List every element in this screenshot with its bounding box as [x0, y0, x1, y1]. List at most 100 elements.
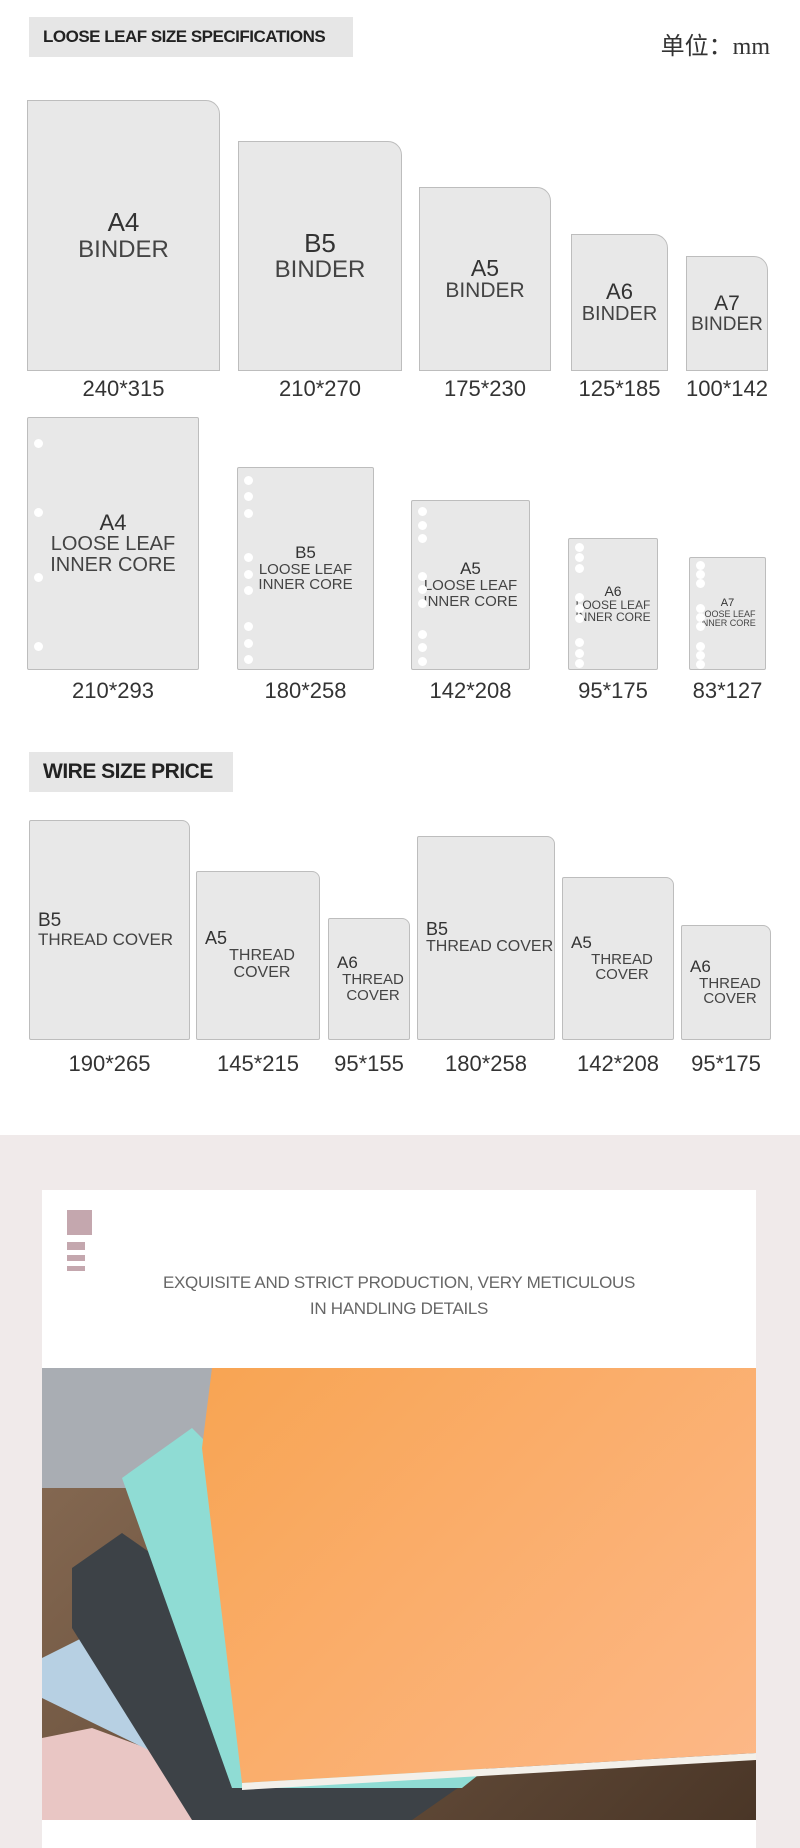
- punch-hole: [34, 573, 43, 583]
- dimension-label: 175*230: [444, 376, 526, 401]
- dimension-label: 190*265: [68, 1051, 151, 1076]
- product-name: THREAD COVER: [342, 971, 404, 1004]
- size-label: A5: [205, 928, 228, 949]
- product-name: THREAD COVER: [699, 974, 761, 1008]
- binder-card: A7 BINDER: [686, 256, 768, 371]
- punch-hole: [34, 439, 43, 449]
- punch-hole: [244, 622, 253, 632]
- punch-hole: [418, 585, 427, 595]
- dimension-label: 95*175: [691, 1051, 761, 1076]
- thread-cover-card: B5 THREAD COVER: [417, 836, 555, 1040]
- punch-hole: [696, 642, 705, 652]
- product-name: LOOSE LEAF INNER CORE: [258, 560, 353, 594]
- size-label: A4: [99, 509, 127, 535]
- punch-hole: [244, 569, 253, 579]
- tagline-line-1: EXQUISITE AND STRICT PRODUCTION, VERY ME…: [162, 1273, 636, 1292]
- dimension-label: 180*258: [264, 678, 347, 703]
- thread-cover-card: B5 THREAD COVER: [29, 820, 190, 1040]
- binder-card: A5 BINDER: [419, 187, 551, 371]
- punch-hole: [696, 569, 705, 579]
- size-label: B5: [426, 919, 449, 940]
- accent-mark: [67, 1266, 85, 1271]
- thread-cover-card: A5 THREAD COVER: [196, 871, 320, 1040]
- product-name: BINDER: [691, 313, 763, 335]
- loose-leaf-section-title: LOOSE LEAF SIZE SPECIFICATIONS: [29, 17, 353, 57]
- punch-hole: [575, 648, 584, 658]
- punch-hole: [244, 476, 253, 486]
- punch-hole: [244, 638, 253, 648]
- punch-hole: [244, 553, 253, 563]
- size-label: A6: [337, 953, 358, 973]
- product-name: LOOSE LEAF INNER CORE: [699, 608, 756, 629]
- inner-core-card: B5 LOOSE LEAF INNER CORE: [237, 467, 374, 670]
- product-name: THREAD COVER: [426, 938, 554, 956]
- punch-hole: [575, 593, 584, 603]
- size-label: A7: [714, 291, 740, 315]
- punch-hole: [418, 571, 427, 581]
- dimension-label: 125*185: [578, 376, 661, 401]
- punch-hole: [244, 492, 253, 502]
- inner-core-card: A5 LOOSE LEAF INNER CORE: [411, 500, 530, 670]
- thread-cover-card: A6 THREAD COVER: [681, 925, 771, 1040]
- binder-card: A4 BINDER: [27, 100, 220, 371]
- punch-hole: [418, 599, 427, 608]
- product-name: LOOSE LEAF INNER CORE: [575, 597, 651, 625]
- accent-mark: [67, 1210, 92, 1235]
- punch-hole: [418, 656, 427, 666]
- punch-hole: [696, 578, 705, 588]
- accent-mark: [67, 1255, 85, 1261]
- inner-core-card: A7 LOOSE LEAF INNER CORE: [689, 557, 766, 670]
- dimension-label: 240*315: [82, 376, 165, 401]
- product-name: LOOSE LEAF INNER CORE: [423, 577, 518, 610]
- punch-hole: [418, 534, 427, 544]
- punch-hole: [575, 614, 584, 624]
- punch-hole: [575, 542, 584, 552]
- punch-hole: [696, 612, 705, 622]
- dimension-label: 142*208: [577, 1051, 659, 1076]
- thread-cover-card: A6 THREAD COVER: [328, 918, 410, 1040]
- binder-card: A6 BINDER: [571, 234, 668, 371]
- punch-hole: [696, 651, 705, 661]
- size-label: A6: [606, 279, 633, 305]
- punch-hole: [575, 553, 584, 563]
- punch-hole: [696, 603, 705, 613]
- dimension-label: 100*142: [686, 376, 768, 401]
- product-name: THREAD COVER: [229, 947, 295, 981]
- product-name: BINDER: [445, 279, 525, 303]
- inner-core-card: A6 LOOSE LEAF INNER CORE: [568, 538, 658, 670]
- punch-hole: [418, 629, 427, 639]
- punch-hole: [34, 641, 43, 651]
- dimension-label: 210*270: [279, 376, 361, 401]
- size-label: A6: [604, 583, 622, 600]
- binder-card: B5 BINDER: [238, 141, 402, 371]
- size-label: B5: [304, 227, 336, 258]
- notebooks-photo: [42, 1368, 756, 1820]
- size-label: A4: [107, 207, 140, 238]
- orange-notebook: [202, 1368, 756, 1783]
- punch-hole: [696, 660, 705, 670]
- punch-hole: [575, 637, 584, 647]
- product-name: THREAD COVER: [591, 950, 653, 984]
- punch-hole: [696, 621, 705, 631]
- punch-hole: [575, 603, 584, 613]
- size-label: A5: [460, 559, 481, 579]
- product-name: THREAD COVER: [38, 930, 174, 950]
- feature-tagline: EXQUISITE AND STRICT PRODUCTION, VERY ME…: [42, 1270, 756, 1322]
- dimension-label: 142*208: [429, 678, 512, 703]
- size-label: B5: [38, 910, 62, 932]
- dimension-label: 95*155: [334, 1051, 404, 1076]
- accent-mark: [67, 1242, 85, 1250]
- punch-hole: [575, 564, 584, 574]
- punch-hole: [418, 520, 427, 530]
- product-name: BINDER: [274, 256, 366, 284]
- product-name: LOOSE LEAF INNER CORE: [50, 533, 176, 577]
- size-label: B5: [295, 542, 316, 562]
- size-label: A7: [720, 597, 735, 610]
- dimension-label: 145*215: [217, 1051, 299, 1076]
- punch-hole: [418, 643, 427, 653]
- dimension-label: 210*293: [72, 678, 154, 703]
- punch-hole: [244, 654, 253, 664]
- product-name: BINDER: [581, 302, 658, 325]
- punch-hole: [696, 560, 705, 570]
- dimension-label: 83*127: [692, 678, 763, 703]
